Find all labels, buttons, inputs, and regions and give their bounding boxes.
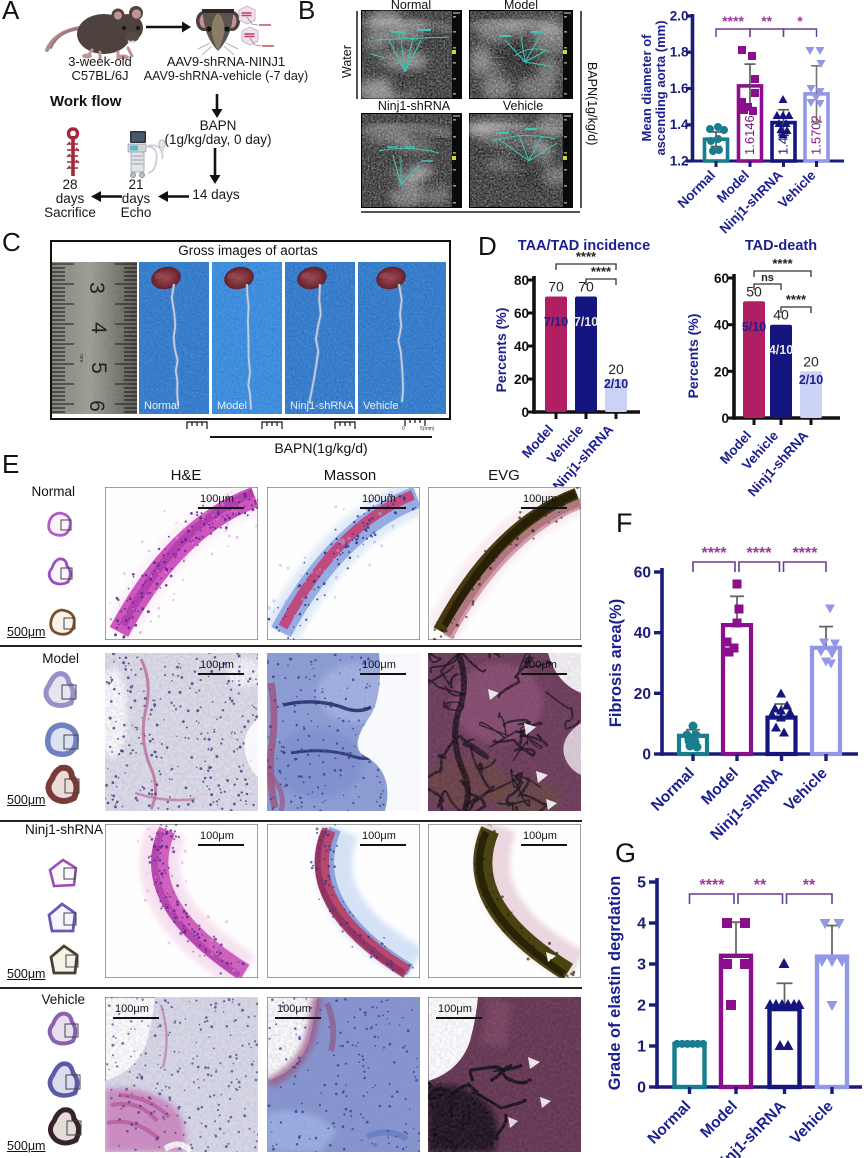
svg-text:1.41: 1.41 [776, 130, 791, 155]
svg-text:50: 50 [746, 283, 762, 299]
svg-text:1.5702: 1.5702 [809, 115, 824, 155]
svg-text:Normal: Normal [144, 400, 179, 412]
svg-text:7/10: 7/10 [544, 315, 568, 329]
svg-text:****: **** [702, 545, 728, 562]
svg-text:1.8: 1.8 [670, 45, 689, 60]
svg-text:0: 0 [721, 411, 729, 426]
svg-text:80: 80 [514, 273, 529, 288]
svg-text:20: 20 [608, 361, 624, 377]
svg-text:****: **** [786, 292, 807, 307]
svg-text:5/10: 5/10 [742, 320, 766, 334]
svg-text:0: 0 [637, 1080, 646, 1097]
svg-text:20: 20 [714, 364, 729, 379]
svg-text:Normal: Normal [675, 168, 718, 211]
svg-text:*: * [797, 13, 803, 29]
svg-text:4: 4 [637, 916, 646, 933]
svg-text:70: 70 [548, 279, 564, 295]
svg-text:Vehicle: Vehicle [775, 167, 819, 211]
svg-text:****: **** [722, 13, 744, 29]
svg-text:Vehicle: Vehicle [787, 1098, 837, 1148]
svg-text:60: 60 [714, 271, 729, 286]
svg-text:5: 5 [87, 362, 110, 374]
svg-text:2/10: 2/10 [799, 373, 823, 387]
svg-text:4: 4 [87, 322, 110, 334]
svg-text:20: 20 [634, 686, 651, 703]
svg-text:40: 40 [514, 339, 529, 354]
svg-text:7/10: 7/10 [574, 315, 598, 329]
svg-text:ns: ns [761, 272, 774, 284]
svg-text:Vehicle: Vehicle [781, 765, 831, 815]
svg-text:3: 3 [85, 282, 108, 294]
svg-text:1.4: 1.4 [670, 117, 689, 132]
svg-text:****: **** [747, 545, 773, 562]
svg-text:5: 5 [637, 875, 646, 892]
svg-text:2/10: 2/10 [604, 377, 628, 391]
svg-text:40: 40 [634, 625, 651, 642]
svg-text:Grade of elastin degrdation: Grade of elastin degrdation [606, 876, 624, 1091]
svg-text:TAD-death: TAD-death [745, 238, 817, 254]
svg-text:2.0: 2.0 [670, 9, 689, 24]
svg-text:Normal: Normal [645, 1098, 695, 1148]
svg-text:****: **** [576, 249, 597, 264]
svg-text:**: ** [754, 877, 767, 894]
svg-text:6: 6 [85, 400, 108, 412]
svg-text:1.6: 1.6 [670, 81, 689, 96]
svg-text:1.6146: 1.6146 [742, 115, 757, 155]
svg-text:Normal: Normal [648, 765, 698, 815]
svg-text:4/10: 4/10 [769, 343, 793, 357]
svg-text:3: 3 [637, 957, 646, 974]
svg-text:Fibrosis area(%): Fibrosis area(%) [607, 599, 625, 727]
svg-text:70: 70 [578, 279, 594, 295]
svg-text:40: 40 [773, 307, 789, 323]
svg-text:****: **** [700, 877, 726, 894]
svg-text:****: **** [591, 264, 612, 279]
svg-text:Mean diameter of: Mean diameter of [639, 34, 654, 142]
svg-text:Ninj1-shRNA: Ninj1-shRNA [290, 400, 354, 412]
svg-text:mm: mm [78, 354, 84, 362]
svg-text:0: 0 [642, 747, 651, 764]
svg-text:1.2: 1.2 [670, 154, 689, 169]
svg-text:20: 20 [514, 372, 529, 387]
svg-text:60: 60 [634, 565, 651, 582]
svg-text:**: ** [803, 877, 816, 894]
svg-text:**: ** [761, 13, 772, 29]
svg-text:ascending aorta (mm): ascending aorta (mm) [653, 20, 668, 155]
svg-text:****: **** [793, 545, 819, 562]
svg-text:Model: Model [697, 1098, 741, 1142]
svg-text:1: 1 [637, 1039, 646, 1056]
svg-text:0: 0 [521, 405, 529, 420]
svg-text:Model: Model [698, 765, 742, 809]
svg-text:2: 2 [637, 998, 646, 1015]
svg-text:Vehicle: Vehicle [363, 400, 398, 412]
svg-text:60: 60 [514, 306, 529, 321]
svg-text:Percents (%): Percents (%) [493, 308, 509, 393]
svg-text:20: 20 [803, 353, 819, 369]
svg-text:40: 40 [714, 318, 729, 333]
svg-text:TAA/TAD incidence: TAA/TAD incidence [518, 238, 650, 254]
svg-text:Model: Model [217, 400, 247, 412]
svg-text:Percents (%): Percents (%) [685, 314, 701, 399]
svg-text:****: **** [772, 256, 793, 271]
